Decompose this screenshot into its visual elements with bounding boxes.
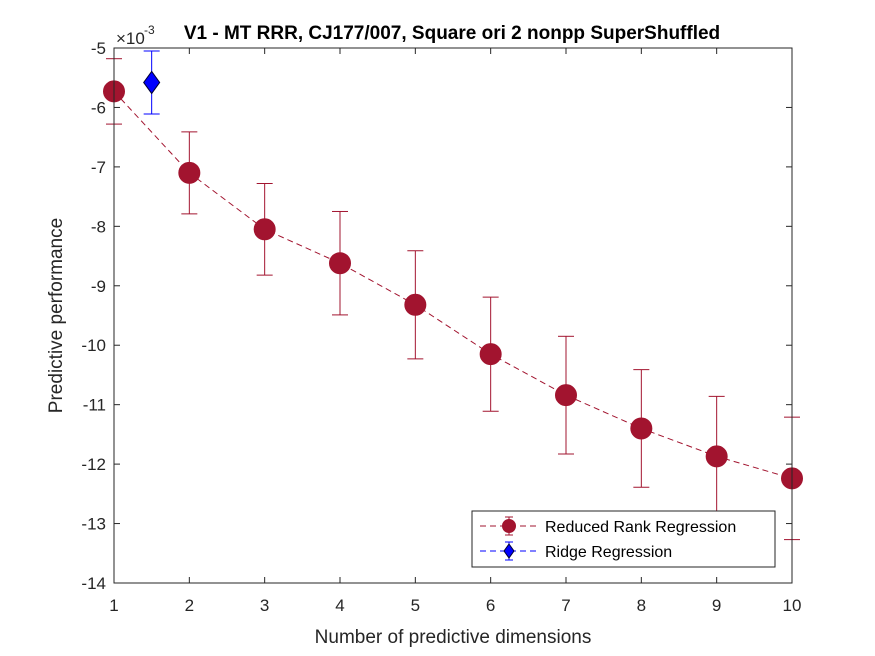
legend-box xyxy=(471,510,776,568)
series-1 xyxy=(143,50,161,115)
series-0-point-6 xyxy=(555,384,577,407)
x-tick-label-6: 7 xyxy=(561,596,570,615)
series-0-point-8 xyxy=(705,445,728,468)
y-tick-label-9: -5 xyxy=(91,39,106,58)
series-0-point-1 xyxy=(178,161,201,184)
y-tick-label-1: -13 xyxy=(81,515,106,534)
y-axis-label: Predictive performance xyxy=(46,218,67,413)
axes-layer: 1 2 3 4 5 6 7 8 9 10 -14 -13 -12 -11 -10 -9 -8 -7 -6 -5 xyxy=(81,39,801,615)
series-0-point-3 xyxy=(329,252,351,275)
x-tick-label-8: 9 xyxy=(712,596,721,615)
series-layer xyxy=(103,50,803,541)
x-tick-label-1: 2 xyxy=(185,596,194,615)
plot-area xyxy=(114,48,792,583)
y-tick-label-0: -14 xyxy=(81,574,106,593)
y-multiplier-exponent: -3 xyxy=(144,23,155,37)
y-axis-multiplier: ×10 -3 xyxy=(116,23,155,48)
series-0-point-7 xyxy=(630,417,653,440)
series-1-point-0 xyxy=(143,70,161,95)
y-tick-label-4: -10 xyxy=(81,336,106,355)
series-0-line xyxy=(113,91,793,479)
x-tick-label-7: 8 xyxy=(637,596,646,615)
series-0 xyxy=(103,58,803,541)
legend-label-0: Reduced Rank Regression xyxy=(545,519,736,536)
legend-marker-0 xyxy=(502,519,516,533)
y-tick-label-8: -6 xyxy=(91,98,106,117)
y-multiplier-base: ×10 xyxy=(116,29,145,48)
y-tick-label-6: -8 xyxy=(91,217,106,236)
x-tick-label-2: 3 xyxy=(260,596,269,615)
x-axis-label: Number of predictive dimensions xyxy=(315,627,592,648)
legend-marker-1 xyxy=(503,543,515,559)
y-tick-label-5: -9 xyxy=(91,277,106,296)
x-tick-label-5: 6 xyxy=(486,596,495,615)
x-tick-label-0: 1 xyxy=(109,596,118,615)
x-tick-label-4: 5 xyxy=(411,596,420,615)
x-tick-label-3: 4 xyxy=(335,596,344,615)
series-0-point-5 xyxy=(479,343,502,366)
y-tick-label-3: -11 xyxy=(83,396,106,415)
chart-title: V1 - MT RRR, CJ177/007, Square ori 2 non… xyxy=(184,23,720,44)
y-tick-label-7: -7 xyxy=(91,158,106,177)
legend: Reduced Rank Regression Ridge Regression xyxy=(471,510,776,568)
series-0-point-4 xyxy=(404,293,427,316)
series-0-point-2 xyxy=(253,218,276,241)
y-tick-label-2: -12 xyxy=(81,455,106,474)
axes-box xyxy=(113,47,793,584)
x-tick-label-9: 10 xyxy=(783,596,802,615)
legend-label-1: Ridge Regression xyxy=(545,544,672,561)
